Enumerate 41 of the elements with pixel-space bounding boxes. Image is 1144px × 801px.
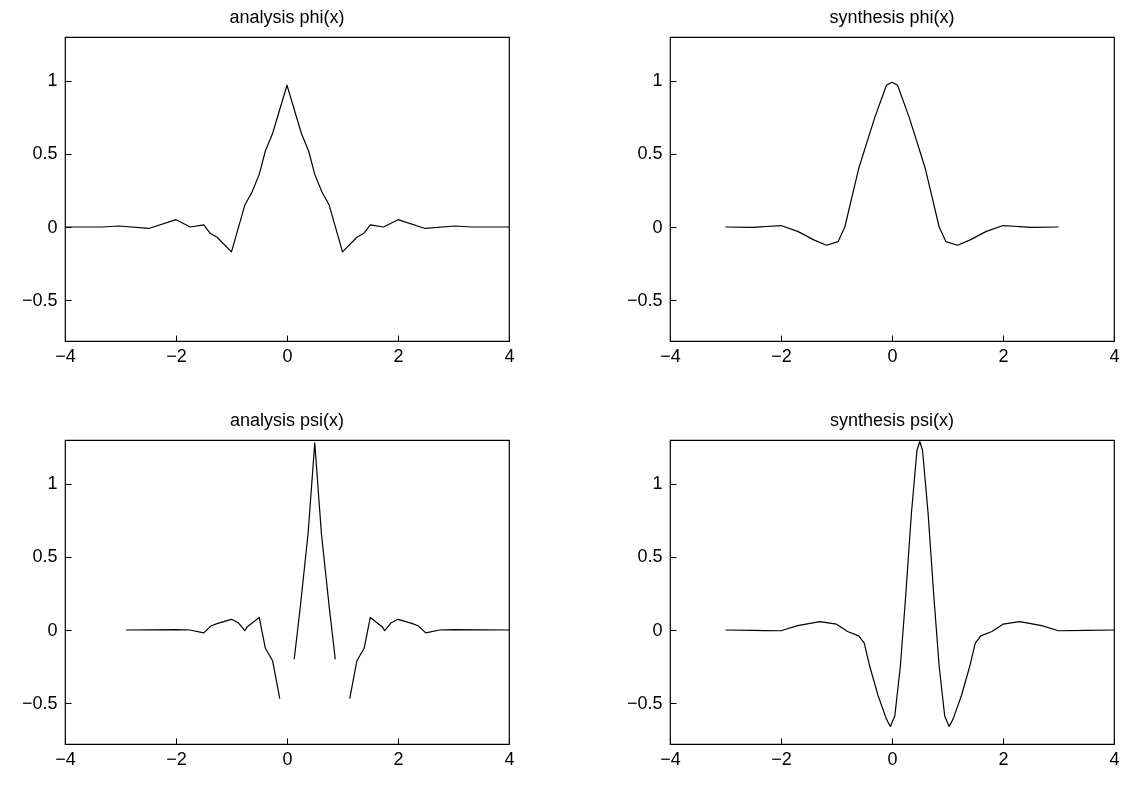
y-tick-label: 1 bbox=[47, 70, 58, 91]
chart-title: analysis psi(x) bbox=[229, 410, 345, 430]
chart-title: analysis phi(x) bbox=[229, 7, 345, 27]
x-tick-label: −4 bbox=[55, 345, 76, 366]
x-tick-label: 0 bbox=[282, 345, 293, 366]
y-tick-label: 0 bbox=[652, 216, 663, 237]
y-tick-label: 0.5 bbox=[637, 143, 663, 164]
x-tick-label: 2 bbox=[998, 345, 1009, 366]
y-tick-label: 0.5 bbox=[32, 546, 58, 567]
x-tick-label: 4 bbox=[504, 748, 515, 769]
x-tick-label: −4 bbox=[660, 345, 681, 366]
x-tick-label: 2 bbox=[393, 345, 404, 366]
y-tick-label: 1 bbox=[652, 70, 663, 91]
x-tick-label: 0 bbox=[887, 748, 898, 769]
y-tick-label: 0 bbox=[652, 619, 663, 640]
y-tick-label: 1 bbox=[652, 473, 663, 494]
x-tick-label: 0 bbox=[887, 345, 898, 366]
x-tick-label: 4 bbox=[1109, 748, 1120, 769]
y-tick-label: 0.5 bbox=[637, 546, 663, 567]
x-tick-label: 0 bbox=[282, 748, 293, 769]
x-tick-label: 4 bbox=[504, 345, 515, 366]
y-tick-label: 1 bbox=[47, 473, 58, 494]
y-tick-label: 0.5 bbox=[32, 143, 58, 164]
y-tick-label: −0.5 bbox=[626, 289, 663, 310]
y-tick-label: 0 bbox=[47, 619, 58, 640]
chart-title: synthesis phi(x) bbox=[829, 7, 955, 27]
x-tick-label: 2 bbox=[393, 748, 404, 769]
x-tick-label: 4 bbox=[1109, 345, 1120, 366]
line-series bbox=[724, 81, 1060, 246]
x-tick-label: −2 bbox=[166, 345, 187, 366]
y-tick-label: −0.5 bbox=[21, 692, 58, 713]
x-tick-label: −2 bbox=[771, 748, 792, 769]
x-tick-label: −2 bbox=[771, 345, 792, 366]
x-tick-label: −2 bbox=[166, 748, 187, 769]
x-tick-label: −4 bbox=[660, 748, 681, 769]
y-tick-label: −0.5 bbox=[21, 289, 58, 310]
chart-title: synthesis psi(x) bbox=[829, 410, 955, 430]
y-tick-label: −0.5 bbox=[626, 692, 663, 713]
x-tick-label: 2 bbox=[998, 748, 1009, 769]
y-tick-label: 0 bbox=[47, 216, 58, 237]
x-tick-label: −4 bbox=[55, 748, 76, 769]
